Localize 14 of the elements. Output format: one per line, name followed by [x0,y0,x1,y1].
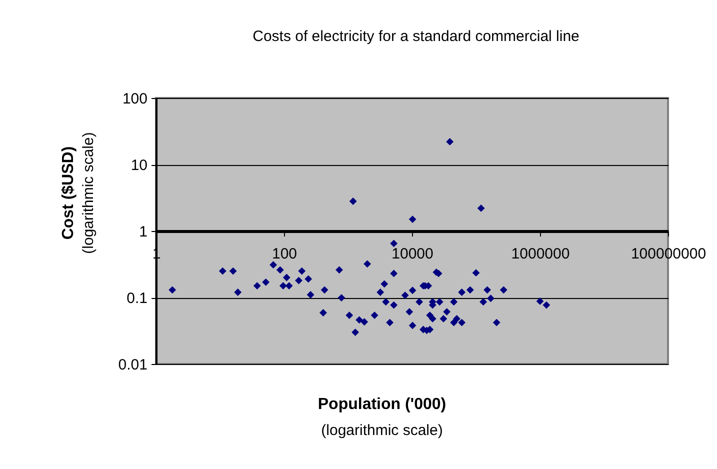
x-tick-label: 100 [272,246,298,262]
y-tick-label: 0.01 [118,356,148,374]
x-tick-label: 1000000 [511,246,570,262]
x-tick-label: 10000 [392,246,434,262]
text: (logarithmic scale) [80,132,97,254]
y-tick-label: 100 [122,90,148,108]
y-tick-label: 1 [139,224,148,240]
y-tick-label: 10 [130,157,148,174]
y-axis-title: Cost ($USD) [60,146,77,240]
text: (logarithmic scale) [321,422,443,439]
x-axis-title: Population ('000) [318,396,446,413]
chart-title: Costs of electricity for a standard commercial line [252,28,580,45]
y-tick-label: 0.1 [126,290,148,307]
x-tick-label: 100000000 [630,246,706,262]
